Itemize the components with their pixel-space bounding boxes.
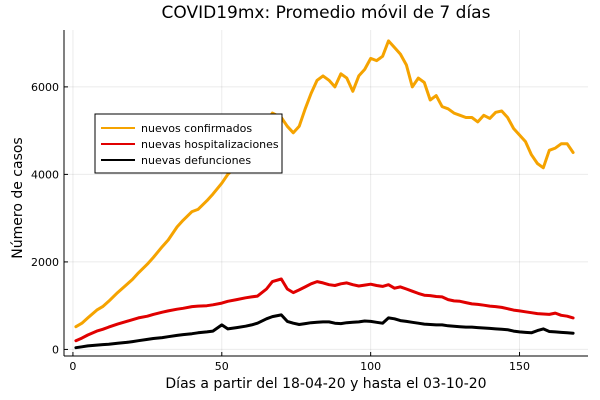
- series-line-nuevos-confirmados: [74, 39, 575, 329]
- x-tick-label: 50: [215, 360, 229, 373]
- series-group: [74, 39, 575, 350]
- y-tick-label: 0: [52, 343, 59, 356]
- y-axis-label: Número de casos: [10, 137, 26, 258]
- series-line-nuevas-hospitalizaciones: [74, 277, 575, 343]
- series-line-nuevas-defunciones: [74, 313, 575, 350]
- legend-label: nuevas hospitalizaciones: [141, 138, 279, 151]
- axes: 0 50 100 150 0 2000 4000 6000: [31, 30, 588, 373]
- y-tick-label: 2000: [31, 256, 59, 269]
- x-tick-label: 0: [69, 360, 76, 373]
- x-axis-label: Días a partir del 18-04-20 y hasta el 03…: [165, 376, 486, 392]
- y-tick-label: 4000: [31, 168, 59, 181]
- legend-label: nuevas defunciones: [141, 154, 251, 167]
- x-tick-label: 100: [360, 360, 381, 373]
- legend-label: nuevos confirmados: [141, 122, 252, 135]
- x-tick-label: 150: [509, 360, 530, 373]
- y-tick-label: 6000: [31, 81, 59, 94]
- legend: nuevos confirmados nuevas hospitalizacion…: [94, 113, 283, 174]
- chart-title: COVID19mx: Promedio móvil de 7 días: [162, 3, 491, 23]
